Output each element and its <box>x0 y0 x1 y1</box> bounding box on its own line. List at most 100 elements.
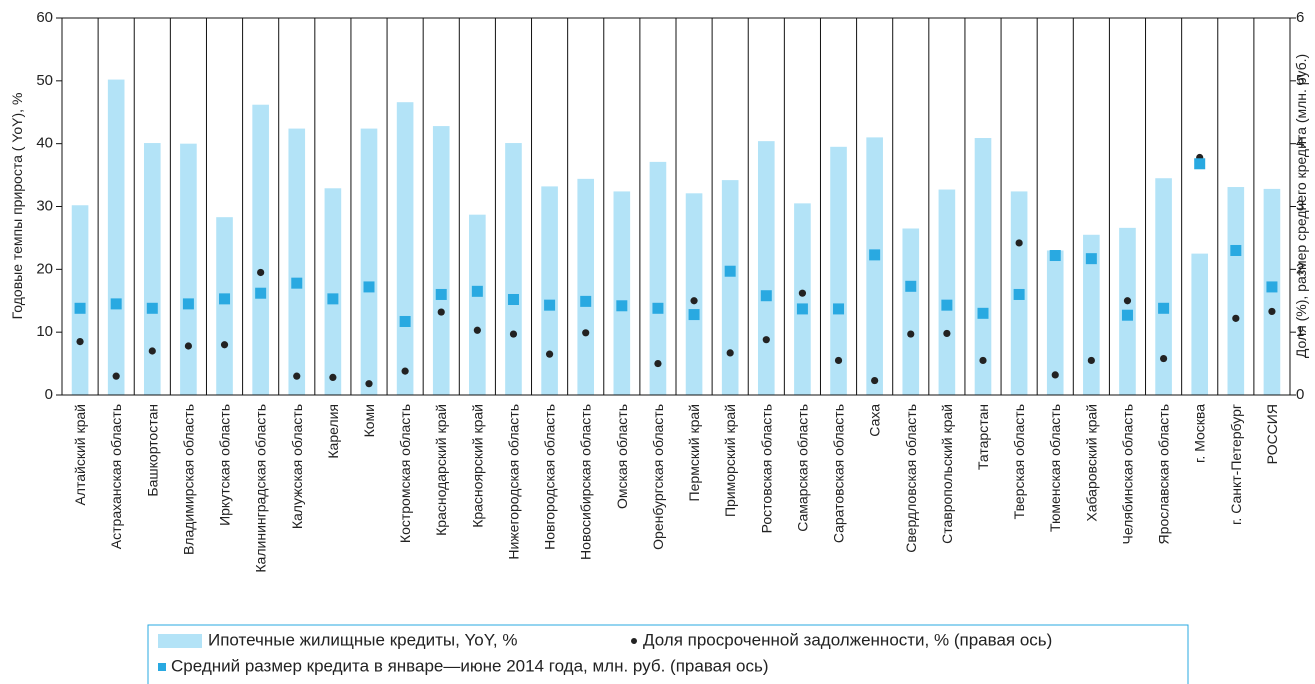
bar <box>469 214 486 395</box>
square-marker <box>146 302 158 314</box>
bar <box>288 128 306 395</box>
dot-marker <box>545 350 554 358</box>
square-marker <box>1049 250 1061 262</box>
legend-swatch <box>158 634 202 648</box>
x-tick-label: Калининградская область <box>253 404 269 573</box>
dot-marker <box>907 330 915 338</box>
dot-marker <box>509 330 518 338</box>
dot-marker <box>690 297 698 305</box>
square-marker <box>74 302 86 314</box>
bar <box>1155 178 1172 395</box>
x-tick-label: Татарстан <box>975 404 991 470</box>
bar <box>432 126 450 395</box>
bar <box>71 205 89 395</box>
square-marker <box>1085 253 1097 265</box>
square-marker <box>833 303 845 315</box>
x-tick-label: Новосибирская область <box>578 404 594 560</box>
bar <box>757 141 775 395</box>
dot-marker <box>184 342 193 350</box>
bar <box>143 143 161 395</box>
dot-marker <box>1232 314 1240 322</box>
bar <box>649 161 667 395</box>
y2-tick-label: 4 <box>1296 135 1304 152</box>
dot-marker <box>437 308 445 316</box>
square-marker <box>688 309 700 321</box>
dot-marker <box>1123 297 1132 305</box>
square-marker <box>1230 244 1242 256</box>
square-marker <box>1158 302 1170 314</box>
y2-tick-label: 3 <box>1296 197 1304 214</box>
square-marker <box>796 303 808 315</box>
x-tick-label: Приморский край <box>722 404 738 517</box>
x-tick-label: Новгородская область <box>542 404 558 550</box>
bar <box>902 228 920 395</box>
x-tick-label: Саратовская область <box>831 404 847 543</box>
dot-marker <box>293 372 301 380</box>
bar <box>324 188 342 395</box>
y2-tick-label: 1 <box>1296 323 1304 340</box>
bar <box>396 102 414 396</box>
square-marker <box>1194 158 1206 170</box>
bar <box>794 203 811 395</box>
square-marker <box>327 293 339 305</box>
y2-tick-label: 6 <box>1296 9 1304 26</box>
x-tick-label: Нижегородская область <box>505 404 521 560</box>
square-marker <box>399 315 411 327</box>
x-tick-label: Челябинская область <box>1119 404 1135 545</box>
square-marker <box>363 281 375 293</box>
x-tick-label: Карелия <box>325 404 341 459</box>
x-tick-label: Калужская область <box>289 404 305 529</box>
x-tick-label: Костромская область <box>397 404 413 543</box>
square-marker <box>869 249 881 261</box>
dot-marker <box>979 356 987 365</box>
x-tick-label: Тверская область <box>1011 404 1027 519</box>
bar <box>685 193 703 395</box>
y-tick-label: 40 <box>36 135 53 152</box>
x-tick-label: г. Москва <box>1192 404 1208 463</box>
x-tick-label: г. Санкт-Петербург <box>1228 404 1244 525</box>
bar <box>541 186 558 395</box>
x-tick-label: Ставропольский край <box>939 404 955 544</box>
dot-marker <box>1268 307 1276 316</box>
bar <box>107 79 125 396</box>
legend-swatch <box>158 663 166 671</box>
legend-box <box>147 624 1189 684</box>
bar <box>1227 187 1245 395</box>
x-tick-label: Пермский край <box>686 404 702 501</box>
x-tick-label: Ярославская область <box>1156 404 1172 544</box>
y-tick-label: 60 <box>36 9 53 26</box>
dot-marker <box>1159 354 1168 363</box>
dot-marker <box>654 359 662 368</box>
bar <box>721 180 739 395</box>
square-marker <box>110 298 122 310</box>
bar <box>866 137 883 395</box>
bar <box>613 191 631 395</box>
square-marker <box>435 288 447 300</box>
x-tick-label: Ростовская область <box>758 404 774 533</box>
bar <box>505 143 522 395</box>
y-tick-label: 20 <box>36 260 53 277</box>
y-tick-label: 10 <box>36 323 53 340</box>
legend-label: Доля просроченной задолженности, % (прав… <box>643 630 1052 649</box>
square-marker <box>1266 281 1278 293</box>
y2-tick-label: 2 <box>1296 260 1304 277</box>
y2-axis-label: Доля (%), размер среднего кредита (млн. … <box>1293 54 1309 358</box>
bar <box>360 128 378 395</box>
bar <box>830 146 847 395</box>
x-tick-label: Коми <box>361 404 377 437</box>
x-tick-label: РОССИЯ <box>1264 404 1280 464</box>
dot-marker <box>1087 356 1095 365</box>
square-marker <box>291 277 303 289</box>
x-tick-label: Башкортостан <box>144 404 160 497</box>
dot-marker <box>473 326 481 334</box>
square-marker <box>544 299 556 311</box>
x-tick-label: Иркутская область <box>217 404 233 526</box>
dot-marker <box>943 329 951 338</box>
bar <box>180 143 197 395</box>
square-marker <box>1121 309 1133 321</box>
bar <box>216 217 233 395</box>
legend-label: Средний размер кредита в январе—июне 201… <box>171 656 769 675</box>
square-marker <box>652 302 664 314</box>
dot-marker <box>1015 239 1023 247</box>
bar <box>577 178 595 395</box>
